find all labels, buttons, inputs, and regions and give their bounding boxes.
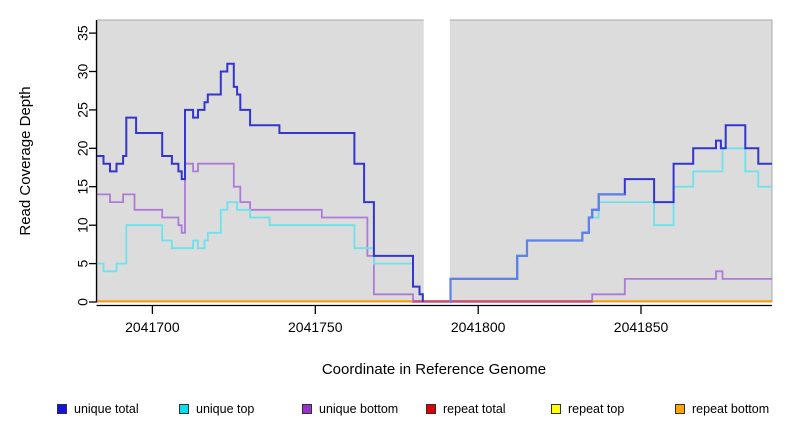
legend-label: unique total	[74, 402, 139, 416]
legend-label: unique top	[196, 402, 255, 416]
series-unique-bottom-line	[97, 162, 772, 303]
legend-item-repeat-total: repeat total	[426, 398, 506, 420]
x-axis-tick-label: 2041800	[451, 319, 506, 335]
coverage-chart: 0 5 10 15 20 25 30 35 2041700 2041750 2041800 20418…	[17, 15, 773, 378]
legend-swatch-unique-top-icon	[179, 404, 189, 414]
x-axis-tick-label: 2041700	[125, 319, 180, 335]
x-axis-tick-label: 2041750	[288, 319, 343, 335]
legend-swatch-repeat-total-icon	[426, 404, 436, 414]
x-axis-label: Coordinate in Reference Genome	[322, 361, 546, 378]
legend-item-unique-bottom: unique bottom	[302, 398, 398, 420]
y-axis-label: Read Coverage Depth	[17, 86, 34, 235]
legend-item-repeat-bottom: repeat bottom	[675, 398, 769, 420]
gap-band	[423, 15, 450, 302]
legend-swatch-repeat-top-icon	[551, 404, 561, 414]
legend-label: repeat bottom	[692, 402, 770, 416]
chart-legend: unique total unique top unique bottom repea…	[0, 398, 792, 424]
y-axis-tick-label: 5	[75, 259, 91, 267]
y-axis-tick-label: 10	[75, 217, 91, 233]
y-axis-tick-label: 15	[75, 179, 91, 195]
legend-swatch-repeat-bottom-icon	[675, 404, 685, 414]
legend-label: repeat top	[568, 402, 625, 416]
legend-swatch-unique-total-icon	[57, 404, 67, 414]
legend-swatch-unique-bottom-icon	[302, 404, 312, 414]
y-axis-tick-label: 35	[75, 25, 91, 41]
y-axis-tick-label: 30	[75, 63, 91, 79]
y-axis-tick-label: 0	[75, 298, 91, 306]
legend-item-repeat-top: repeat top	[551, 398, 624, 420]
legend-item-unique-top: unique top	[179, 398, 254, 420]
series-unique-total-overlap-line	[449, 193, 625, 304]
y-axis-tick-label: 25	[75, 102, 91, 118]
x-axis-tick-label: 2041850	[614, 319, 669, 335]
legend-item-unique-total: unique total	[57, 398, 139, 420]
y-axis-tick-label: 20	[75, 140, 91, 156]
legend-label: unique bottom	[319, 402, 399, 416]
legend-label: repeat total	[443, 402, 506, 416]
